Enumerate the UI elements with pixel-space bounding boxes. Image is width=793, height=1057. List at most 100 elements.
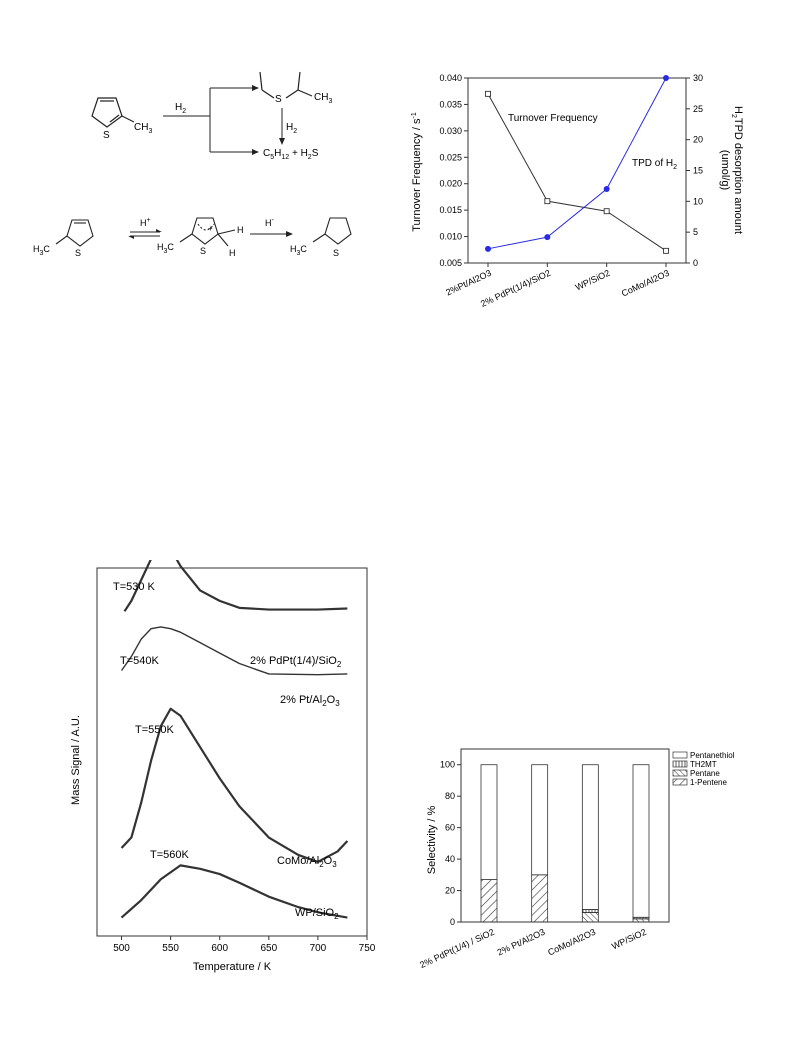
sel-legend-swatch — [672, 751, 688, 759]
hplus-label: H+ — [140, 217, 151, 228]
tpd-data-point — [485, 245, 491, 252]
sel-bar-segment — [581, 764, 599, 910]
thf-ch3-label: CH3 — [314, 92, 332, 105]
mech-h3c-label-3: H3C — [290, 244, 307, 257]
tpd-curve — [120, 707, 349, 863]
mech-thf-structure — [312, 217, 352, 245]
sel-bar-segment — [632, 764, 650, 918]
tpd-series-name: 2% Pt/Al2O3 — [280, 694, 340, 708]
sel-bar-segment — [581, 912, 599, 923]
methylthiophene-structure — [91, 97, 135, 128]
tof-data-point — [663, 247, 669, 254]
tpd-curve — [123, 560, 348, 612]
tof-data-point — [485, 90, 491, 97]
tpd-x-axis-label: Temperature / K — [193, 961, 272, 973]
tof-right-tick-label: 5 — [693, 227, 698, 237]
thf-s-label: S — [275, 94, 282, 105]
tpd-series-line — [487, 77, 667, 250]
tpd-plot-frame — [96, 567, 368, 937]
tof-data-point — [544, 198, 551, 205]
tpd-series-name: WP/SiO2 — [295, 907, 339, 921]
tof-left-axis-label: Turnover Frequency / s-1 — [411, 112, 423, 232]
tof-right-tick-label: 15 — [693, 166, 703, 176]
tof-left-tick-label: 0.040 — [439, 73, 462, 83]
sel-legend-label: Pentane — [690, 769, 720, 778]
tof-right-tick-label: 25 — [693, 104, 703, 114]
tpd-peak-label: T=550K — [135, 724, 174, 736]
tpd-data-point — [663, 75, 669, 81]
sel-bar-segment — [480, 764, 498, 880]
tpd-y-axis-label: Mass Signal / A.U. — [70, 715, 82, 805]
h2-reagent-label: H2 — [175, 102, 186, 115]
tpd-peak-label: T=530 K — [113, 581, 156, 593]
sel-legend-swatch — [672, 778, 688, 786]
sel-y-tick-label: 100 — [440, 760, 455, 770]
mech-h3c-label-2: H3C — [157, 242, 174, 255]
tof-left-tick-label: 0.020 — [439, 179, 462, 189]
tetrahydro-methylthiophene-structure — [259, 71, 313, 99]
tpd-series-annotation: TPD of H2 — [632, 158, 677, 171]
mech-s2-label: S — [200, 246, 206, 256]
tpd-curve — [120, 864, 348, 919]
mech-h1-label: H — [237, 225, 244, 235]
sel-plot-frame — [460, 748, 670, 923]
tpd-series-name: CoMo/Al2O3 — [277, 855, 337, 869]
down-arrow-head — [279, 138, 285, 145]
tof-series-annotation: Turnover Frequency — [508, 113, 598, 124]
tof-left-tick-label: 0.030 — [439, 126, 462, 136]
tpd-x-tick-label: 500 — [113, 943, 130, 954]
sel-bar-segment — [531, 764, 549, 876]
tof-x-tick-label: CoMo/Al2O3 — [620, 268, 671, 299]
tof-data-point — [603, 208, 610, 215]
tof-x-tick-label: WP/SiO2 — [574, 268, 612, 293]
sel-legend-swatch — [672, 769, 688, 777]
sel-legend-label: TH2MT — [690, 760, 717, 769]
arrow-head-bottom — [252, 149, 259, 155]
tof-right-tick-label: 0 — [693, 258, 698, 268]
h2-second-label: H2 — [286, 122, 297, 135]
sel-y-tick-label: 60 — [445, 823, 455, 833]
tof-right-axis-label-1: H2TPD desorption amount — [730, 106, 744, 234]
tof-left-tick-label: 0.005 — [439, 258, 462, 268]
mech-thiophene-structure — [55, 219, 94, 247]
tof-right-tick-label: 20 — [693, 135, 703, 145]
sel-x-tick-label: WP/SiO2 — [610, 927, 648, 952]
tpd-x-tick-label: 600 — [211, 943, 228, 954]
tpd-data-point — [544, 234, 551, 241]
cation-intermediate-structure — [179, 217, 236, 247]
tpd-x-tick-label: 750 — [359, 943, 376, 954]
tof-right-axis-label-2: (umol/g) — [719, 150, 731, 190]
tof-left-tick-label: 0.010 — [439, 232, 462, 242]
tpd-peak-label: T=560K — [150, 849, 189, 861]
mech-h3c-label-1: H3C — [33, 244, 50, 257]
tpd-data-point — [603, 186, 610, 192]
sel-y-tick-label: 0 — [450, 917, 455, 927]
selectivity-chart: 0 20 40 60 80 100 2% PdPt(1/4) / SiO2 2% Pt/Al… — [418, 748, 735, 970]
sel-legend-label: 1-Pentene — [690, 778, 727, 787]
tpd-x-tick-label: 700 — [310, 943, 327, 954]
sel-bar-segment — [531, 874, 549, 923]
tof-left-tick-label: 0.025 — [439, 152, 462, 162]
tpd-curve — [120, 626, 348, 676]
mech-h2-label: H — [229, 248, 236, 258]
reaction-scheme: S CH3 H2 S CH3 H2 C5H12 + H2S S H3C H+ — [33, 71, 352, 258]
cation-plus: + — [208, 224, 213, 233]
ch3-label: CH3 — [134, 122, 152, 135]
mech-s1-label: S — [75, 248, 81, 258]
tof-right-tick-label: 30 — [693, 73, 703, 83]
tof-right-tick-label: 10 — [693, 196, 703, 206]
tof-series-line — [487, 93, 667, 252]
sel-x-tick-label: CoMo/Al2O3 — [546, 927, 597, 958]
tof-left-tick-label: 0.015 — [439, 205, 462, 215]
tof-plot-frame — [467, 77, 687, 264]
sel-y-tick-label: 40 — [445, 854, 455, 864]
tof-left-tick-label: 0.035 — [439, 99, 462, 109]
sel-bar-segment — [581, 909, 599, 913]
sel-x-tick-label: 2% PdPt(1/4) / SiO2 — [418, 927, 496, 970]
sel-y-axis-label: Selectivity / % — [426, 806, 438, 875]
tpd-mass-signal-chart: 500 550 600 650 700 750 2% PdPt(1/4)/SiO2 T=53… — [70, 560, 376, 973]
hminus-label: H- — [265, 217, 275, 228]
products-label: C5H12 + H2S — [263, 148, 319, 161]
sel-y-tick-label: 80 — [445, 791, 455, 801]
tpd-series-name: 2% PdPt(1/4)/SiO2 — [250, 655, 342, 669]
